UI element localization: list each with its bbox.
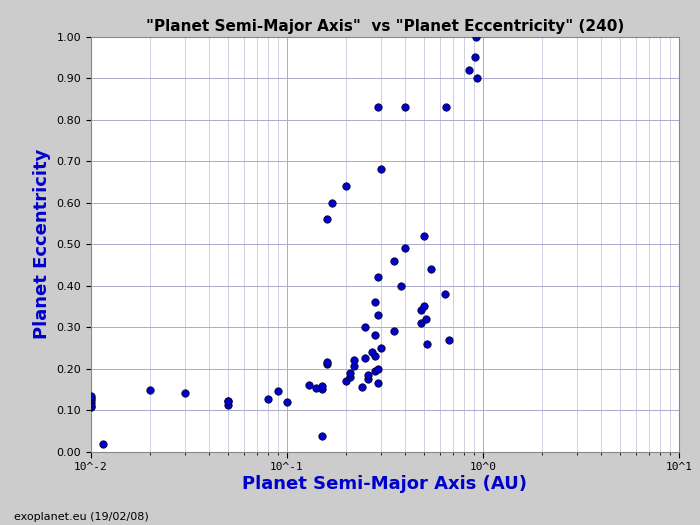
Point [223, 401, 234, 409]
Point [316, 432, 327, 440]
Point [262, 0, 274, 8]
Point [443, 335, 454, 344]
Y-axis label: Planet Eccentricity: Planet Eccentricity [33, 149, 51, 339]
X-axis label: Planet Semi-Major Axis (AU): Planet Semi-Major Axis (AU) [242, 475, 528, 492]
Point [372, 310, 383, 319]
Point [327, 198, 338, 207]
Point [179, 388, 190, 397]
Point [316, 385, 327, 394]
Point [421, 340, 433, 348]
Point [223, 397, 234, 405]
Point [395, 281, 406, 290]
Point [349, 356, 360, 364]
Point [420, 314, 431, 323]
Point [85, 396, 97, 405]
Point [304, 381, 315, 390]
Point [372, 364, 383, 373]
Point [281, 0, 293, 4]
Point [359, 354, 370, 362]
Point [440, 290, 451, 298]
Point [359, 323, 370, 331]
Point [388, 327, 399, 335]
Title: "Planet Semi-Major Axis"  vs "Planet Eccentricity" (240): "Planet Semi-Major Axis" vs "Planet Ecce… [146, 19, 624, 34]
Point [223, 4, 234, 12]
Point [372, 103, 383, 111]
Point [144, 386, 155, 394]
Point [366, 348, 377, 356]
Point [419, 302, 430, 311]
Point [470, 33, 482, 41]
Point [425, 265, 436, 273]
Point [363, 375, 374, 383]
Point [372, 273, 383, 281]
Point [415, 319, 426, 327]
Point [344, 373, 356, 381]
Point [419, 232, 430, 240]
Point [85, 399, 97, 407]
Point [369, 352, 380, 360]
Text: exoplanet.eu (19/02/08): exoplanet.eu (19/02/08) [14, 512, 148, 522]
Point [349, 362, 360, 371]
Point [372, 379, 383, 387]
Point [316, 382, 327, 390]
Point [400, 244, 411, 253]
Point [204, 8, 215, 16]
Point [470, 54, 481, 62]
Point [388, 257, 399, 265]
Point [356, 383, 367, 392]
Point [369, 298, 380, 307]
Point [340, 182, 351, 190]
Point [97, 440, 108, 449]
Point [369, 331, 380, 340]
Point [471, 74, 482, 82]
Point [262, 395, 274, 403]
Point [85, 403, 97, 411]
Point [281, 397, 293, 406]
Point [375, 165, 386, 174]
Point [321, 358, 332, 366]
Point [85, 402, 97, 410]
Point [441, 103, 452, 111]
Point [85, 393, 97, 402]
Point [463, 66, 475, 74]
Point [400, 103, 411, 111]
Point [375, 343, 386, 352]
Point [85, 391, 97, 400]
Point [223, 397, 234, 405]
Point [340, 377, 351, 385]
Point [369, 366, 380, 375]
Point [415, 306, 426, 314]
Point [344, 369, 356, 377]
Point [310, 384, 321, 392]
Point [272, 387, 284, 395]
Point [321, 360, 332, 369]
Point [321, 215, 332, 224]
Point [363, 371, 374, 379]
